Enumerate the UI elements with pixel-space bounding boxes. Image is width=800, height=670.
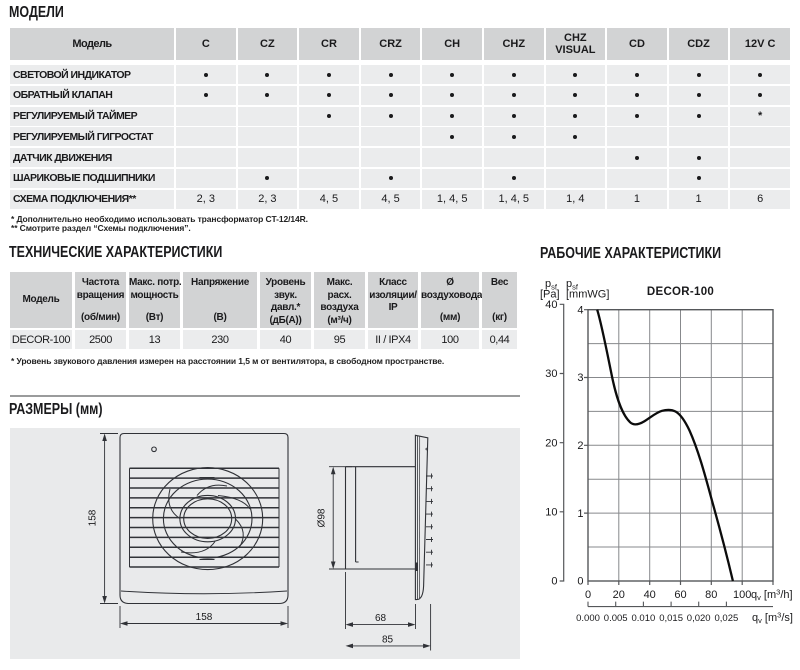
svg-text:qv [m3/s]: qv [m3/s] bbox=[752, 610, 793, 625]
svg-text:0: 0 bbox=[585, 589, 591, 601]
svg-text:[Pa]: [Pa] bbox=[540, 289, 560, 301]
svg-text:0,020: 0,020 bbox=[687, 613, 711, 624]
svg-text:1: 1 bbox=[577, 508, 583, 520]
svg-text:4: 4 bbox=[577, 304, 583, 316]
svg-text:40: 40 bbox=[644, 589, 656, 601]
svg-text:0: 0 bbox=[551, 576, 557, 588]
svg-text:[mmWG]: [mmWG] bbox=[566, 289, 609, 301]
svg-text:158: 158 bbox=[88, 509, 99, 526]
svg-text:qv [m3/h]: qv [m3/h] bbox=[751, 588, 793, 603]
svg-text:DECOR-100: DECOR-100 bbox=[647, 286, 714, 298]
svg-text:0,015: 0,015 bbox=[659, 613, 683, 624]
svg-text:3: 3 bbox=[577, 372, 583, 384]
svg-text:68: 68 bbox=[375, 613, 387, 624]
svg-text:85: 85 bbox=[382, 635, 394, 646]
svg-text:158: 158 bbox=[196, 612, 213, 623]
svg-text:80: 80 bbox=[705, 589, 717, 601]
svg-text:20: 20 bbox=[545, 437, 557, 449]
svg-text:0: 0 bbox=[577, 576, 583, 588]
svg-text:60: 60 bbox=[674, 589, 686, 601]
svg-text:2: 2 bbox=[577, 440, 583, 452]
svg-text:0.010: 0.010 bbox=[632, 613, 656, 624]
svg-text:0,025: 0,025 bbox=[715, 613, 739, 624]
svg-text:40: 40 bbox=[545, 299, 557, 311]
svg-text:100: 100 bbox=[733, 589, 751, 601]
svg-text:20: 20 bbox=[613, 589, 625, 601]
svg-text:30: 30 bbox=[545, 368, 557, 380]
svg-text:0.005: 0.005 bbox=[604, 613, 628, 624]
svg-text:10: 10 bbox=[545, 507, 557, 519]
svg-text:0.000: 0.000 bbox=[576, 613, 600, 624]
svg-text:Ø98: Ø98 bbox=[317, 508, 328, 527]
